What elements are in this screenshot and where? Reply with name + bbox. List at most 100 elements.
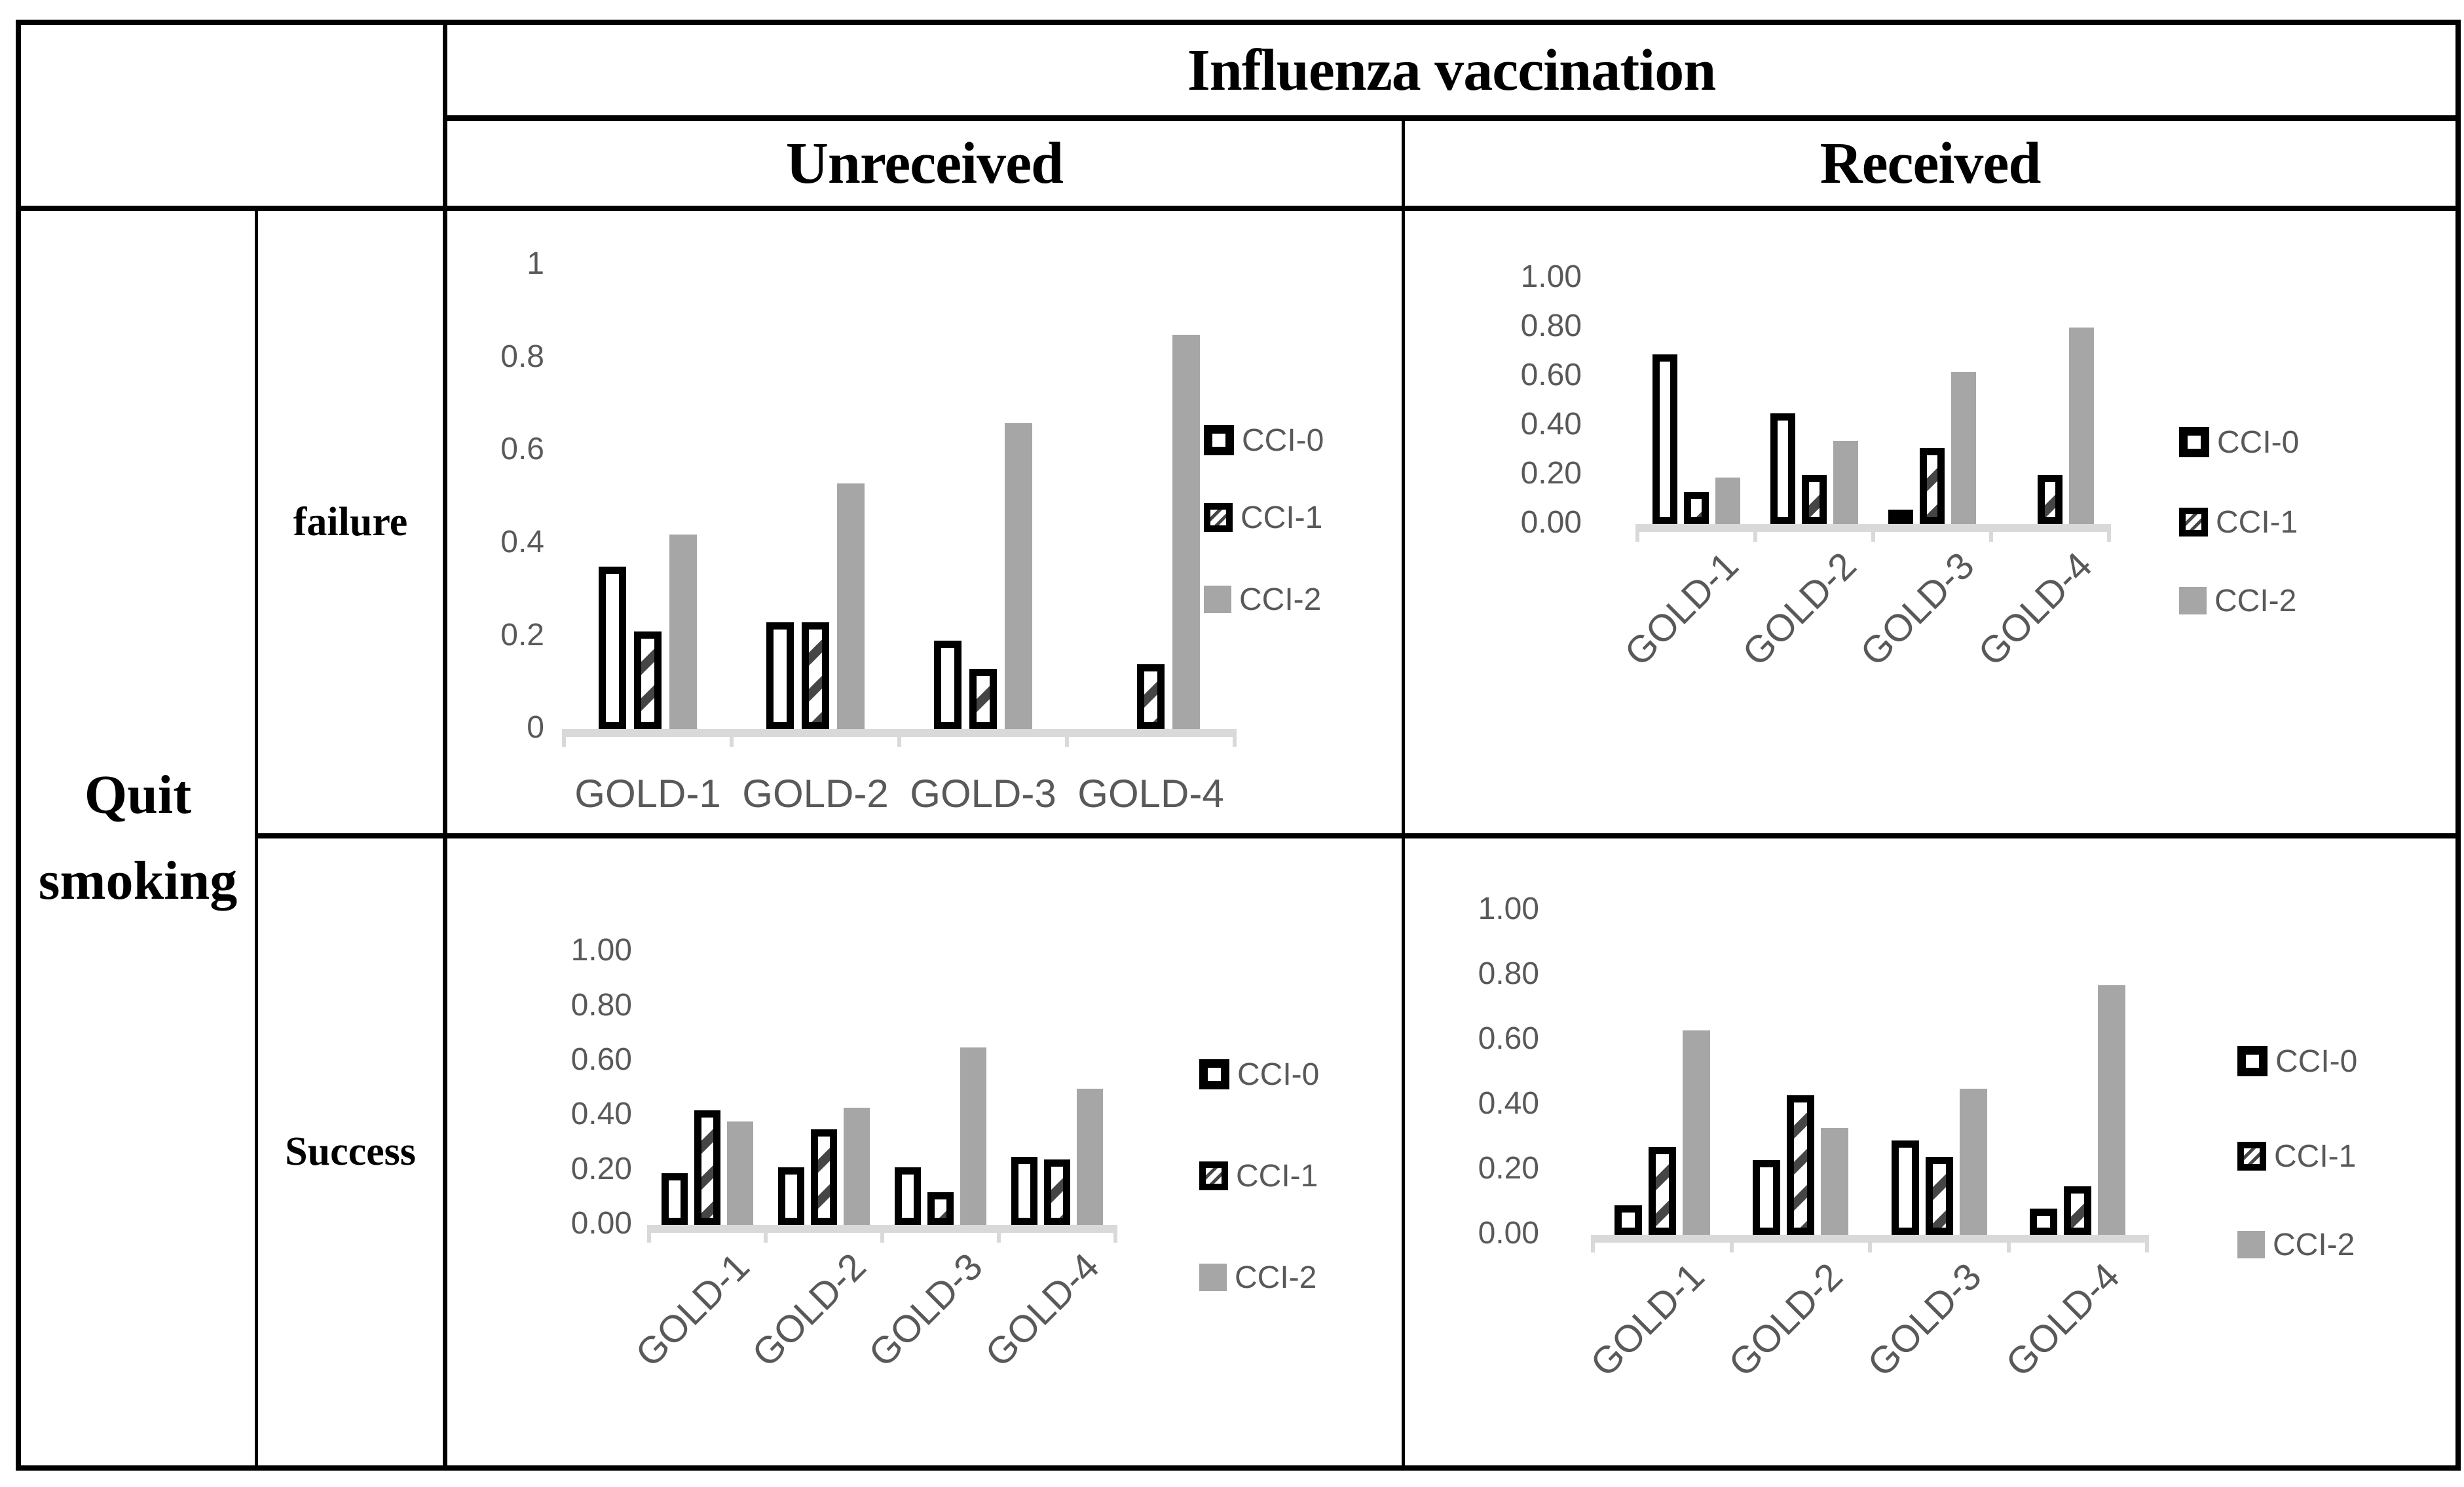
divider-under-subheaders [21,206,2455,211]
col-header-unreceived-label: Unreceived [785,131,1064,196]
x-axis-tick [2006,1235,2011,1252]
chart-unreceived-failure: 1 0.8 0.6 0.4 0.2 0 GOLD-1 GOLD-2 GOLD-3 GOLD-4 CC… [447,211,1402,833]
bar-cci-1-gold-4 [1137,664,1165,729]
legend-item-cci-0: CCI-0 [2237,1044,2357,1079]
legend-swatch-cci-0 [1199,1059,1229,1089]
bar-cci-1-gold-2 [802,622,829,729]
legend-swatch-cci-0 [2237,1046,2268,1076]
legend-item-cci-1: CCI-1 [1199,1158,1318,1194]
bar-cci-0-gold-2 [1770,413,1795,524]
x-category-label-text: GOLD-3 [1859,1254,1990,1385]
legend-item-cci-0: CCI-0 [1199,1057,1319,1092]
legend-label: CCI-2 [2273,1227,2355,1262]
bar-cci-0-gold-4 [2030,1209,2058,1235]
row-group-header-cell: Quit smoking [21,211,255,1465]
legend-label: CCI-1 [2274,1139,2357,1174]
legend-swatch-cci-0 [1204,425,1234,455]
legend-item-cci-1: CCI-1 [2179,504,2298,540]
x-axis-tick [647,1225,651,1243]
legend-swatch-cci-0 [2179,427,2209,457]
legend-item-cci-2: CCI-2 [1204,582,1321,617]
row-header-success: Success [258,838,443,1465]
legend-label: CCI-1 [1241,500,1323,535]
y-axis-tick-label: 0.40 [570,1097,632,1132]
bar-cci-2-gold-2 [1833,440,1858,524]
y-axis-tick-label: 0.20 [1478,1151,1539,1186]
divider-col2-col3 [443,25,447,1465]
y-axis-tick-label: 0.20 [570,1151,632,1186]
table: Influenza vaccination Unreceived Receive… [16,20,2461,1471]
chart-received-failure: 1.00 0.80 0.60 0.40 0.20 0.00 GOLD-1 GOLD-2 GOLD… [1405,211,2455,833]
col-group-header-label: Influenza vaccination [1187,37,1717,103]
bar-cci-2-gold-1 [1682,1030,1710,1235]
bar-cci-2-gold-3 [1959,1089,1987,1235]
legend-item-cci-2: CCI-2 [2237,1227,2355,1262]
y-axis-tick-label: 0.40 [1478,1086,1539,1121]
legend-label: CCI-1 [2216,504,2298,540]
x-category-label-text: GOLD-2 [1734,544,1865,675]
col-group-header-cell: Influenza vaccination [447,25,2455,115]
legend-swatch-cci-2 [2237,1231,2265,1258]
legend-label: CCI-2 [1235,1260,1317,1295]
bar-cci-0-gold-2 [778,1167,804,1225]
y-axis-tick-label: 0.80 [1520,309,1582,344]
bar-cci-2-gold-4 [2098,985,2126,1235]
x-axis-tick [2145,1235,2149,1252]
bar-cci-0-gold-3 [1888,509,1913,524]
legend-swatch-cci-2 [1199,1264,1227,1291]
y-axis-tick-label: 0 [527,710,544,745]
x-category-label: GOLD-1 [445,1245,758,1376]
legend-item-cci-0: CCI-0 [2179,424,2299,460]
x-axis-tick [1591,1235,1595,1252]
x-category-label: GOLD-3 [1670,544,1983,675]
x-category-label: GOLD-1 [1400,1254,1713,1385]
y-axis-tick-label: 0.00 [570,1206,632,1241]
bar-cci-2-gold-1 [727,1121,753,1225]
x-axis-tick [1989,524,1993,542]
x-category-label: GOLD-4 [1816,1254,2128,1385]
x-axis-tick [1635,524,1639,542]
x-category-label-text: GOLD-4 [1998,1254,2128,1385]
legend-swatch-cci-1 [2237,1142,2266,1171]
bar-cci-1-gold-1 [1684,492,1709,524]
bar-cci-0-gold-3 [1891,1140,1919,1235]
legend-swatch-cci-2 [1204,586,1231,613]
bar-cci-0-gold-3 [895,1167,921,1225]
x-axis-tick [897,729,901,747]
chart-received-success: 1.00 0.80 0.60 0.40 0.20 0.00 GOLD-1 GOLD-2 GOLD… [1405,838,2455,1465]
bar-cci-0-gold-1 [1614,1205,1642,1235]
bar-cci-2-gold-3 [960,1047,986,1225]
x-axis-tick [997,1225,1001,1243]
x-category-label-text: GOLD-3 [861,1245,991,1376]
bar-cci-1-gold-3 [927,1192,954,1225]
row-header-failure: failure [258,211,443,833]
y-axis-tick-label: 1.00 [1478,892,1539,927]
legend-item-cci-0: CCI-0 [1204,423,1324,458]
y-axis-tick-label: 0.60 [1520,358,1582,393]
y-axis-tick-label: 0.80 [570,987,632,1023]
y-axis-tick-label: 1.00 [570,933,632,968]
x-axis-tick [562,729,566,747]
chart-unreceived-success: 1.00 0.80 0.60 0.40 0.20 0.00 GOLD-1 GOLD-2 GOLD… [447,838,1402,1465]
bar-cci-2-gold-2 [1821,1127,1849,1235]
bar-cci-1-gold-3 [1925,1157,1953,1235]
bar-cci-1-gold-1 [634,631,662,729]
x-axis-tick [2107,524,2111,542]
x-category-label-text: GOLD-4 [1970,544,2100,675]
x-category-label-text: GOLD-2 [744,1245,874,1376]
x-category-label: GOLD-4 [1788,544,2100,675]
x-category-label: GOLD-3 [679,1245,991,1376]
legend-label: CCI-0 [2275,1044,2358,1079]
divider-under-title [443,115,2455,121]
x-axis-tick [764,1225,768,1243]
x-axis-tick [1065,729,1069,747]
x-category-label-text: GOLD-3 [1852,544,1983,675]
x-axis-tick [1113,1225,1117,1243]
x-category-label: GOLD-3 [910,772,1056,816]
bar-cci-2-gold-3 [1005,423,1032,729]
x-category-label: GOLD-2 [562,1245,874,1376]
x-category-label: GOLD-4 [1077,772,1224,816]
legend-swatch-cci-1 [2179,508,2208,536]
bar-cci-0-gold-1 [662,1173,688,1225]
